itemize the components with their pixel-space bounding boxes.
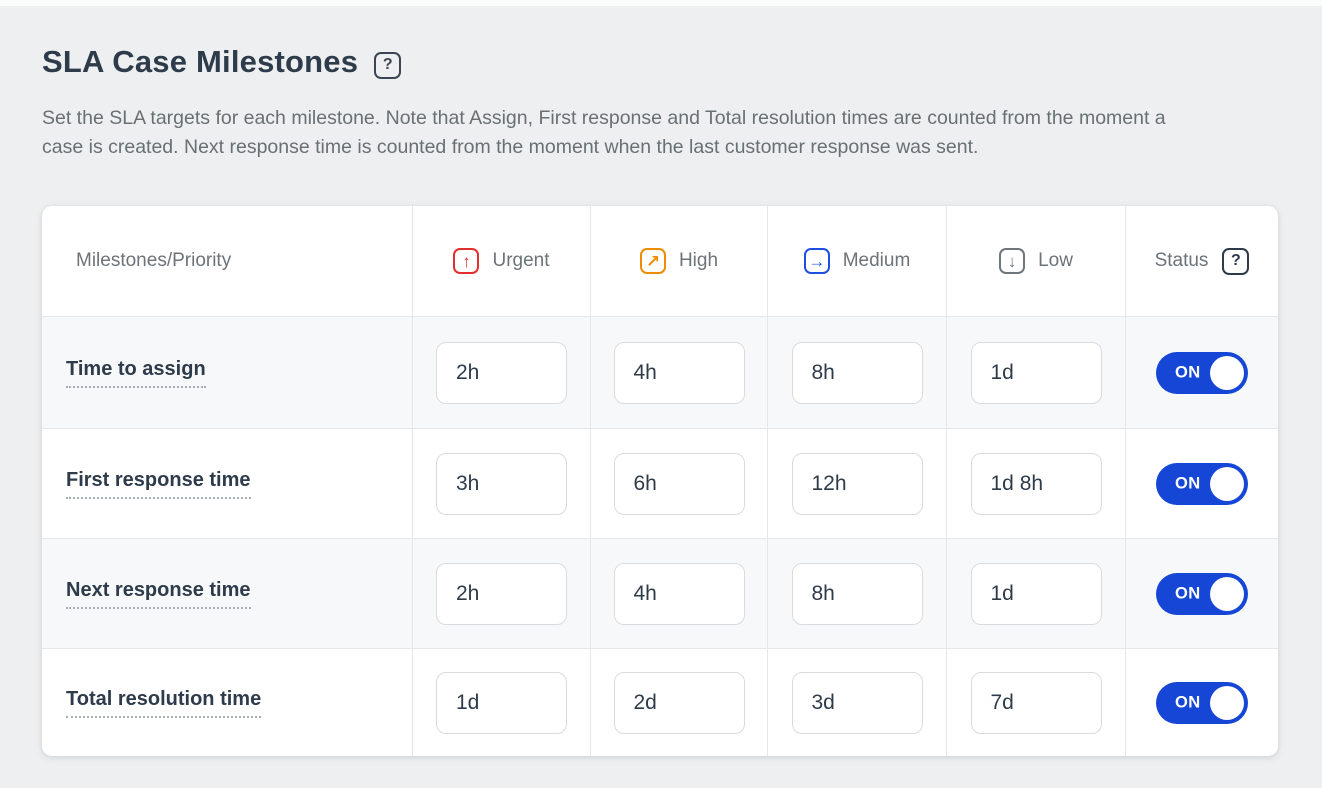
table-row-milestone-cell: Next response time — [42, 538, 413, 648]
time-input-total-resolution-high[interactable] — [613, 671, 745, 734]
arrow-up-icon: ↑ — [453, 248, 480, 274]
milestone-link-total-resolution-time[interactable]: Total resolution time — [66, 688, 262, 718]
table-cell — [591, 316, 768, 428]
table-row-milestone-cell: Time to assign — [42, 316, 413, 428]
priority-high-label: High — [678, 250, 719, 271]
page-description: Set the SLA targets for each milestone. … — [42, 104, 1280, 162]
toggle-knob — [1210, 355, 1244, 390]
time-input-next-response-urgent[interactable] — [436, 562, 567, 625]
table-cell — [947, 316, 1126, 428]
toggle-first-response-time[interactable]: ON — [1156, 462, 1248, 505]
status-help-icon[interactable]: ? — [1222, 247, 1250, 275]
page-description-line2: case is created. Next response time is c… — [42, 136, 979, 158]
time-input-total-resolution-low[interactable] — [970, 671, 1102, 734]
table-cell — [413, 538, 591, 648]
toggle-knob — [1210, 576, 1244, 611]
priority-urgent-label: Urgent — [492, 250, 550, 271]
table-cell — [591, 428, 768, 538]
milestone-link-first-response-time[interactable]: First response time — [66, 469, 251, 499]
milestone-link-next-response-time[interactable]: Next response time — [66, 579, 251, 609]
time-input-first-response-urgent[interactable] — [436, 452, 567, 515]
priority-low-label: Low — [1038, 250, 1073, 271]
table-cell: ON — [1126, 428, 1278, 538]
header-priority-medium: → Medium — [768, 206, 947, 316]
table-cell — [413, 428, 591, 538]
sla-milestones-table: Milestones/Priority ↑ Urgent ↗ High → Me… — [42, 206, 1278, 756]
page-title: SLA Case Milestones — [42, 44, 359, 79]
table-cell — [947, 428, 1126, 538]
table-cell: ON — [1126, 538, 1278, 648]
header-milestones-priority: Milestones/Priority — [42, 206, 413, 316]
header-status: Status ? — [1126, 206, 1278, 316]
time-input-assign-high[interactable] — [613, 341, 745, 404]
table-cell — [768, 648, 947, 756]
toggle-time-to-assign[interactable]: ON — [1156, 351, 1248, 394]
arrow-down-icon: ↓ — [999, 248, 1026, 274]
arrow-up-right-icon: ↗ — [639, 248, 666, 274]
table-cell: ON — [1126, 648, 1278, 756]
time-input-total-resolution-urgent[interactable] — [436, 671, 567, 734]
table-cell — [591, 538, 768, 648]
toggle-on-label: ON — [1175, 693, 1201, 711]
table-cell — [591, 648, 768, 756]
table-row-milestone-cell: First response time — [42, 428, 413, 538]
time-input-first-response-low[interactable] — [970, 452, 1102, 515]
header-priority-high: ↗ High — [591, 206, 768, 316]
table-cell — [947, 648, 1126, 756]
title-row: SLA Case Milestones ? — [42, 44, 1280, 80]
milestone-link-time-to-assign[interactable]: Time to assign — [66, 358, 206, 388]
time-input-next-response-high[interactable] — [613, 562, 745, 625]
page-description-line1: Set the SLA targets for each milestone. … — [42, 107, 1166, 129]
table-cell — [768, 428, 947, 538]
table-cell: ON — [1126, 316, 1278, 428]
table-cell — [413, 316, 591, 428]
title-help-icon[interactable]: ? — [374, 51, 402, 79]
header-status-label: Status — [1154, 250, 1209, 271]
table-cell — [768, 316, 947, 428]
arrow-right-icon: → — [803, 248, 830, 274]
toggle-knob — [1210, 685, 1244, 720]
top-strip — [0, 0, 1322, 6]
toggle-knob — [1210, 466, 1244, 501]
toggle-on-label: ON — [1175, 584, 1201, 602]
table-cell — [947, 538, 1126, 648]
table-cell — [768, 538, 947, 648]
priority-medium-label: Medium — [842, 250, 911, 271]
toggle-total-resolution-time[interactable]: ON — [1156, 681, 1248, 724]
time-input-first-response-medium[interactable] — [791, 452, 923, 515]
header-milestones-priority-label: Milestones/Priority — [76, 250, 232, 271]
toggle-on-label: ON — [1175, 474, 1201, 492]
time-input-assign-urgent[interactable] — [436, 341, 567, 404]
time-input-assign-medium[interactable] — [791, 341, 923, 404]
time-input-next-response-medium[interactable] — [791, 562, 923, 625]
time-input-first-response-high[interactable] — [613, 452, 745, 515]
table-cell — [413, 648, 591, 756]
time-input-assign-low[interactable] — [970, 341, 1102, 404]
time-input-next-response-low[interactable] — [970, 562, 1102, 625]
toggle-next-response-time[interactable]: ON — [1156, 572, 1248, 615]
header-priority-low: ↓ Low — [947, 206, 1126, 316]
sla-settings-page: SLA Case Milestones ? Set the SLA target… — [0, 6, 1322, 756]
time-input-total-resolution-medium[interactable] — [791, 671, 923, 734]
header-priority-urgent: ↑ Urgent — [413, 206, 591, 316]
table-row-milestone-cell: Total resolution time — [42, 648, 413, 756]
toggle-on-label: ON — [1175, 363, 1201, 381]
